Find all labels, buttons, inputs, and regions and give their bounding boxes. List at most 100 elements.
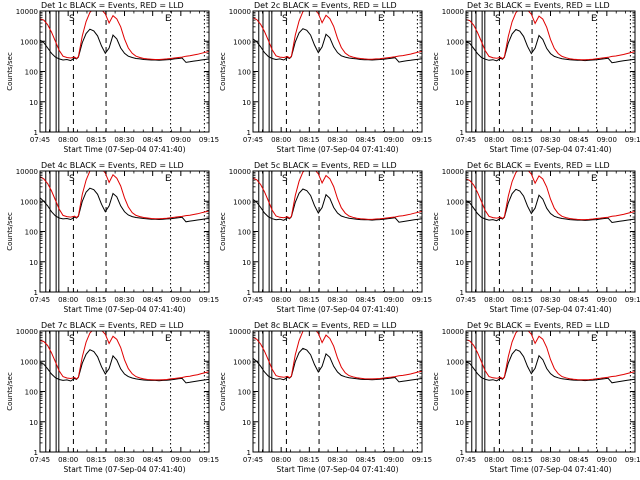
y-axis-label: Counts/sec [432,212,440,251]
y-tick-label: 10000 [229,168,251,176]
x-tick-label: 08:30 [114,136,134,144]
y-axis-label: Counts/sec [432,372,440,411]
events-series-line [40,187,209,223]
x-tick-label: 07:45 [456,136,476,144]
x-tick-label: 08:45 [569,296,589,304]
x-tick-label: 08:45 [143,136,163,144]
events-series-line [40,349,209,384]
plot-frame [39,170,210,293]
x-tick-label: 08:45 [356,136,376,144]
panel-title: Det 4c BLACK = Events, RED = LLD [41,161,184,170]
y-axis-label: Counts/sec [6,372,14,411]
detector-panel: Det 9c BLACK = Events, RED = LLD S E 1 10 100… [432,321,640,474]
events-series-line [466,28,635,64]
y-tick-label: 10000 [16,8,38,16]
events-series-line [253,347,422,383]
x-tick-label: 08:30 [327,136,347,144]
x-axis-label: Start Time (07-Sep-04 07:41:40) [490,145,612,154]
y-tick-label: 1 [34,129,38,137]
y-tick-label: 10 [242,259,251,267]
y-tick-label: 1 [34,289,38,297]
y-tick-label: 1000 [20,358,38,366]
y-tick-label: 10 [29,99,38,107]
x-tick-label: 09:00 [171,296,191,304]
x-tick-label: 07:45 [30,296,50,304]
panel-title: Det 9c BLACK = Events, RED = LLD [467,321,610,330]
x-tick-label: 08:00 [271,136,291,144]
x-tick-label: 08:00 [58,456,78,464]
x-tick-label: 08:15 [512,456,532,464]
y-tick-label: 10 [242,99,251,107]
x-tick-label: 08:15 [86,296,106,304]
detector-panel: Det 3c BLACK = Events, RED = LLD S E 1 10 100… [432,1,640,154]
detector-panel: Det 8c BLACK = Events, RED = LLD S E 1 10 100… [219,321,432,474]
x-tick-label: 08:15 [299,296,319,304]
y-tick-label: 1000 [233,38,251,46]
panel-title: Det 8c BLACK = Events, RED = LLD [254,321,397,330]
marker-label: E [378,174,384,184]
y-axis-label: Counts/sec [219,372,227,411]
x-tick-label: 09:15 [412,296,432,304]
x-axis-label: Start Time (07-Sep-04 07:41:40) [277,305,399,314]
x-axis-label: Start Time (07-Sep-04 07:41:40) [64,145,186,154]
x-tick-label: 08:00 [484,136,504,144]
y-tick-label: 1000 [233,358,251,366]
x-tick-label: 09:15 [199,296,219,304]
marker-label: E [591,174,597,184]
x-axis-label: Start Time (07-Sep-04 07:41:40) [490,465,612,474]
marker-label: S [69,174,75,184]
marker-label: E [591,334,597,344]
y-tick-label: 1000 [20,198,38,206]
events-series-line [466,188,635,224]
x-tick-label: 09:15 [625,456,640,464]
x-axis-label: Start Time (07-Sep-04 07:41:40) [277,145,399,154]
marker-label: E [378,14,384,24]
x-tick-label: 07:45 [243,296,263,304]
marker-label: E [165,334,171,344]
marker-label: E [165,174,171,184]
events-series-line [466,348,635,384]
x-tick-label: 09:15 [199,456,219,464]
y-tick-label: 100 [25,69,38,77]
x-tick-label: 08:30 [540,136,560,144]
marker-label: S [495,14,501,24]
x-tick-label: 07:45 [243,456,263,464]
x-tick-label: 09:00 [597,136,617,144]
panel-title: Det 3c BLACK = Events, RED = LLD [467,1,610,10]
y-tick-label: 10000 [442,328,464,336]
marker-label: S [495,174,501,184]
lld-series-line [466,171,635,221]
x-tick-label: 08:15 [299,136,319,144]
y-tick-label: 10000 [229,328,251,336]
y-tick-label: 1 [460,129,464,137]
plot-frame [252,330,423,453]
x-tick-label: 08:00 [58,136,78,144]
y-tick-label: 100 [25,229,38,237]
y-tick-label: 1 [247,449,251,457]
x-tick-label: 09:00 [384,456,404,464]
y-tick-label: 100 [451,389,464,397]
x-tick-label: 09:00 [597,456,617,464]
x-axis-label: Start Time (07-Sep-04 07:41:40) [64,465,186,474]
panel-title: Det 5c BLACK = Events, RED = LLD [254,161,397,170]
x-tick-label: 09:00 [384,136,404,144]
x-tick-label: 09:00 [597,296,617,304]
x-tick-label: 08:45 [143,456,163,464]
x-axis-label: Start Time (07-Sep-04 07:41:40) [64,305,186,314]
lld-series-line [40,331,209,381]
x-tick-label: 08:30 [114,456,134,464]
x-tick-label: 07:45 [456,456,476,464]
x-tick-label: 08:30 [114,296,134,304]
x-tick-label: 09:15 [625,136,640,144]
x-tick-label: 08:00 [271,296,291,304]
x-tick-label: 09:15 [625,296,640,304]
marker-label: S [69,14,75,24]
x-tick-label: 08:15 [86,456,106,464]
plot-frame [465,10,636,133]
marker-label: S [69,334,75,344]
y-axis-label: Counts/sec [6,52,14,91]
x-axis-label: Start Time (07-Sep-04 07:41:40) [277,465,399,474]
y-tick-label: 100 [238,229,251,237]
lld-series-line [466,11,635,61]
y-tick-label: 100 [238,69,251,77]
